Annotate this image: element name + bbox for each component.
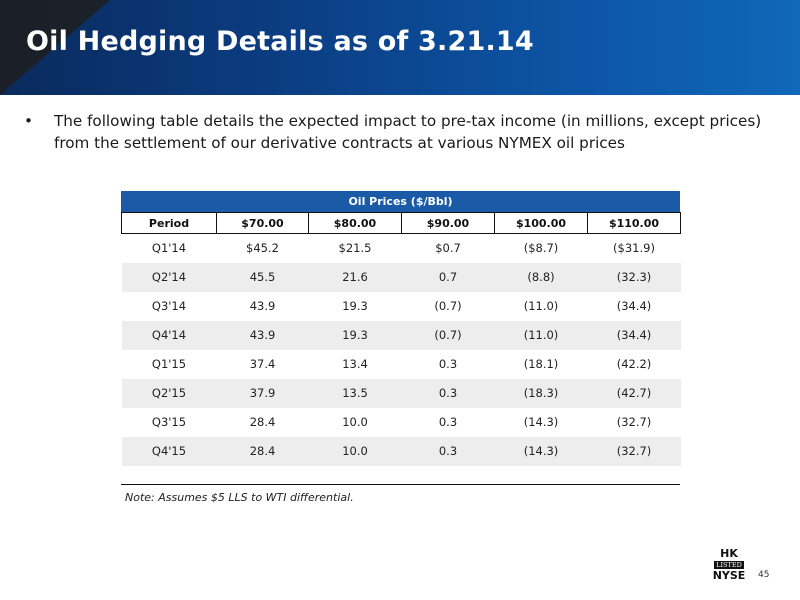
bullet-paragraph: • The following table details the expect… <box>24 110 764 154</box>
table-cell: 37.4 <box>216 349 309 379</box>
table-cell: (14.3) <box>494 407 588 437</box>
table-cell: 0.7 <box>401 262 495 292</box>
logo-listed-text: LISTED <box>714 561 744 569</box>
hedging-table-container: Oil Prices ($/Bbl) Period $70.00 $80.00 … <box>121 191 681 504</box>
column-header: $80.00 <box>308 212 402 234</box>
table-cell: (14.3) <box>494 436 588 466</box>
table-cell: 28.4 <box>216 407 309 437</box>
table-row: Q4'15 28.4 10.0 0.3 (14.3) (32.7) <box>121 436 681 466</box>
logo-nyse-text: NYSE <box>712 569 746 582</box>
table-cell: (18.3) <box>494 378 588 408</box>
table-cell: (42.2) <box>587 349 681 379</box>
table-row: Q1'14 $45.2 $21.5 $0.7 ($8.7) ($31.9) <box>121 233 681 263</box>
table-cell: (11.0) <box>494 291 588 321</box>
table-cell: Q4'15 <box>121 436 217 466</box>
table-cell: 10.0 <box>308 436 402 466</box>
table-cell: (34.4) <box>587 291 681 321</box>
logo-hk-text: HK <box>720 547 738 560</box>
table-cell: 19.3 <box>308 291 402 321</box>
table-cell: 0.3 <box>401 436 495 466</box>
table-cell: (8.8) <box>494 262 588 292</box>
table-cell: 21.6 <box>308 262 402 292</box>
page-number: 45 <box>758 570 770 580</box>
table-cell: 45.5 <box>216 262 309 292</box>
column-header: $110.00 <box>587 212 681 234</box>
table-cell: (32.7) <box>587 436 681 466</box>
table-cell: $0.7 <box>401 233 495 263</box>
oil-prices-band: Oil Prices ($/Bbl) <box>121 191 680 212</box>
slide-title: Oil Hedging Details as of 3.21.14 <box>26 26 534 57</box>
nyse-listed-logo: HK LISTED NYSE <box>712 548 746 582</box>
table-cell: (18.1) <box>494 349 588 379</box>
table-cell: 37.9 <box>216 378 309 408</box>
table-cell: 19.3 <box>308 320 402 350</box>
table-cell: $45.2 <box>216 233 309 263</box>
table-row: Q2'15 37.9 13.5 0.3 (18.3) (42.7) <box>121 378 681 408</box>
table-cell: (42.7) <box>587 378 681 408</box>
table-cell: 13.5 <box>308 378 402 408</box>
hedging-table: Period $70.00 $80.00 $90.00 $100.00 $110… <box>121 212 681 466</box>
table-cell: Q2'15 <box>121 378 217 408</box>
table-cell: 43.9 <box>216 320 309 350</box>
table-cell: (0.7) <box>401 291 495 321</box>
table-bottom-rule <box>121 483 680 485</box>
table-cell: (32.7) <box>587 407 681 437</box>
table-cell: Q4'14 <box>121 320 217 350</box>
column-header: $100.00 <box>494 212 588 234</box>
slide-header: Oil Hedging Details as of 3.21.14 <box>0 0 800 95</box>
table-cell: (34.4) <box>587 320 681 350</box>
table-cell: Q3'14 <box>121 291 217 321</box>
table-cell: 10.0 <box>308 407 402 437</box>
table-cell: 28.4 <box>216 436 309 466</box>
table-row: Q4'14 43.9 19.3 (0.7) (11.0) (34.4) <box>121 320 681 350</box>
table-cell: 43.9 <box>216 291 309 321</box>
column-header: $90.00 <box>401 212 495 234</box>
table-cell: ($8.7) <box>494 233 588 263</box>
table-cell: 0.3 <box>401 378 495 408</box>
table-row: Q3'14 43.9 19.3 (0.7) (11.0) (34.4) <box>121 291 681 321</box>
column-header: $70.00 <box>216 212 309 234</box>
table-cell: (32.3) <box>587 262 681 292</box>
table-cell: $21.5 <box>308 233 402 263</box>
column-header: Period <box>121 212 217 234</box>
table-cell: Q1'15 <box>121 349 217 379</box>
table-cell: (11.0) <box>494 320 588 350</box>
table-cell: 0.3 <box>401 349 495 379</box>
table-footnote: Note: Assumes $5 LLS to WTI differential… <box>125 491 354 504</box>
table-row: Q1'15 37.4 13.4 0.3 (18.1) (42.2) <box>121 349 681 379</box>
table-row: Q3'15 28.4 10.0 0.3 (14.3) (32.7) <box>121 407 681 437</box>
table-cell: 0.3 <box>401 407 495 437</box>
table-row: Q2'14 45.5 21.6 0.7 (8.8) (32.3) <box>121 262 681 292</box>
bullet-text: The following table details the expected… <box>54 112 762 152</box>
table-cell: Q3'15 <box>121 407 217 437</box>
table-cell: Q2'14 <box>121 262 217 292</box>
table-cell: (0.7) <box>401 320 495 350</box>
table-header-row: Period $70.00 $80.00 $90.00 $100.00 $110… <box>121 212 681 234</box>
table-cell: 13.4 <box>308 349 402 379</box>
table-cell: Q1'14 <box>121 233 217 263</box>
bullet-marker: • <box>24 112 33 130</box>
table-cell: ($31.9) <box>587 233 681 263</box>
